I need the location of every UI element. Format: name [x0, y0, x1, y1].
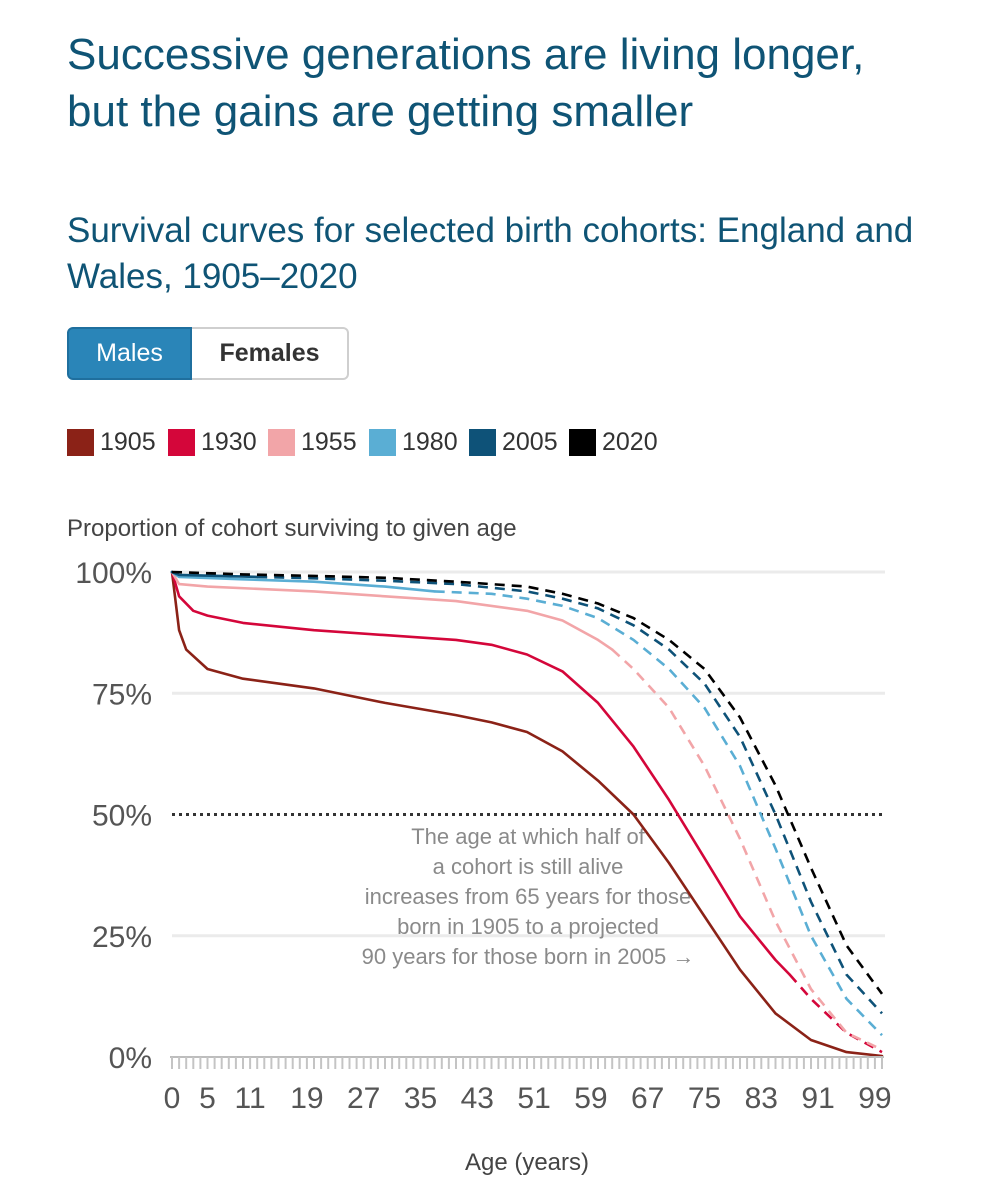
y-axis-label: Proportion of cohort surviving to given …	[67, 515, 517, 542]
series-projection-1955	[611, 648, 883, 1051]
x-tick-label: 59	[574, 1082, 607, 1115]
females-button[interactable]: Females	[192, 327, 349, 380]
y-tick-label: 25%	[92, 921, 152, 954]
legend-label: 1905	[100, 428, 156, 456]
x-tick-label: 51	[517, 1082, 550, 1115]
x-tick-label: 67	[631, 1082, 664, 1115]
y-tick-label: 100%	[75, 557, 152, 590]
legend-label: 1980	[402, 428, 458, 456]
annotation-line: 90 years for those born in 2005 →	[362, 944, 695, 969]
legend-swatch	[268, 429, 295, 456]
series-line-1980	[170, 570, 436, 593]
x-tick-label: 5	[199, 1082, 216, 1115]
legend-swatch	[569, 429, 596, 456]
annotation-line: born in 1905 to a projected	[397, 914, 659, 939]
x-tick-label: 91	[801, 1082, 834, 1115]
legend-swatch	[168, 429, 195, 456]
series-line-1955	[170, 570, 614, 651]
y-tick-label: 0%	[109, 1042, 152, 1075]
x-axis-label: Age (years)	[465, 1149, 589, 1176]
males-button[interactable]: Males	[67, 327, 192, 380]
series-line-1905	[170, 570, 884, 1058]
x-tick-label: 11	[235, 1082, 266, 1115]
x-tick-label: 83	[745, 1082, 778, 1115]
legend-swatch	[67, 429, 94, 456]
y-tick-label: 50%	[92, 800, 152, 833]
annotation-line: The age at which half of	[411, 824, 645, 849]
legend-label: 2005	[502, 428, 558, 456]
series-line-1930	[170, 570, 791, 976]
annotation-line: increases from 65 years for those	[365, 884, 691, 909]
x-tick-label: 27	[347, 1082, 380, 1115]
legend-swatch	[469, 429, 496, 456]
x-tick-label: 35	[404, 1082, 437, 1115]
x-tick-label: 0	[164, 1082, 181, 1115]
annotation-line: a cohort is still alive	[433, 854, 624, 879]
series-projection-1930	[788, 973, 883, 1054]
x-tick-label: 99	[858, 1082, 891, 1115]
y-tick-label: 75%	[92, 678, 152, 711]
series-projection-2020	[171, 570, 884, 995]
series-projection-1980	[434, 590, 883, 1037]
survival-chart: Proportion of cohort surviving to given …	[67, 515, 892, 1176]
legend-label: 1955	[301, 428, 357, 456]
series-projection-2005	[257, 575, 883, 1015]
sex-toggle: Males Females	[67, 327, 349, 380]
legend-label: 2020	[602, 428, 658, 456]
legend-label: 1930	[201, 428, 257, 456]
chart-title: Successive generations are living longer…	[67, 30, 865, 136]
x-tick-label: 19	[290, 1082, 323, 1115]
x-tick-label: 75	[688, 1082, 721, 1115]
legend-swatch	[369, 429, 396, 456]
chart-subtitle: Survival curves for selected birth cohor…	[67, 211, 914, 296]
x-tick-label: 43	[461, 1082, 494, 1115]
